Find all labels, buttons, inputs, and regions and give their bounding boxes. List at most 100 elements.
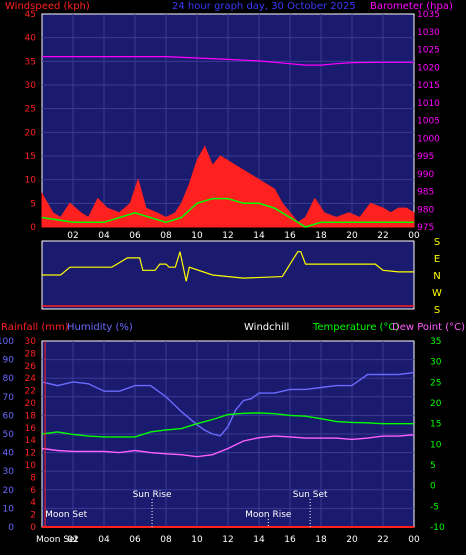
direction-label: E [434, 254, 440, 265]
temp-humidity-panel: 0102030405060708090100 02468101214161820… [0, 322, 465, 545]
humidity-y-tick-label: 40 [3, 449, 15, 459]
wind-x-tick-label: 02 [67, 231, 78, 241]
temp-x-tick-label: 18 [315, 535, 327, 545]
wind-direction-line [42, 251, 414, 282]
wind-x-tick-label: 14 [253, 231, 265, 241]
rainfall-y-tick-label: 0 [30, 523, 36, 533]
temp-x-tick-label: 06 [129, 535, 141, 545]
wind-x-tick-label: 18 [315, 231, 327, 241]
wind-y-tick-label: 10 [25, 176, 37, 186]
temperature-y-tick-label: 35 [430, 337, 441, 347]
humidity-y-tick-label: 0 [8, 523, 14, 533]
wind-x-tick-label: 00 [408, 231, 420, 241]
humidity-label: Humidity (%) [67, 322, 133, 333]
rainfall-y-tick-label: 8 [30, 473, 36, 483]
event-label: Moon Rise [245, 510, 292, 520]
wind-average-line [41, 197, 414, 228]
humidity-y-tick-label: 100 [0, 337, 14, 347]
wind-gust-area [41, 145, 415, 228]
wind-y-tick-label: 20 [25, 128, 37, 138]
temperature-label: Temperature (°C) [312, 322, 399, 333]
temp-x-ticks: 02 04 06 08 10 12 14 16 18 20 22 00 Moon Set [36, 535, 420, 545]
wind-y-tick-label: 5 [30, 199, 36, 209]
wind-y-ticks: 0 5 10 15 20 25 30 35 40 45 [25, 10, 37, 233]
temp-series [41, 371, 415, 528]
barometer-title: Barometer (hpa) [370, 1, 453, 12]
rainfall-y-tick-label: 2 [30, 511, 36, 521]
dewpoint-label: Dew Point (°C) [392, 322, 465, 333]
temperature-y-tick-label: 5 [430, 461, 436, 471]
humidity-y-tick-label: 20 [3, 486, 15, 496]
temperature-y-tick-label: -5 [430, 502, 439, 512]
temp-x-tick-label: 20 [346, 535, 358, 545]
direction-label: S [434, 237, 440, 248]
wind-y-tick-label: 40 [25, 34, 37, 44]
rainfall-y-tick-label: 22 [25, 387, 36, 397]
barometer-y-tick-label: 1015 [417, 81, 440, 91]
temp-x-tick-label: 04 [98, 535, 110, 545]
wind-x-tick-label: 10 [191, 231, 203, 241]
event-label: Moon Set [45, 510, 88, 520]
wind-y-tick-label: 15 [25, 152, 36, 162]
rainfall-y-tick-label: 28 [25, 349, 37, 359]
temp-grid [42, 341, 414, 527]
humidity-y-tick-label: 90 [3, 356, 15, 366]
moon-set-axis-label: Moon Set [36, 535, 79, 545]
rainfall-y-tick-label: 30 [25, 337, 37, 347]
barometer-y-tick-label: 1005 [417, 117, 440, 127]
rainfall-y-tick-label: 10 [25, 461, 37, 471]
humidity-y-tick-label: 30 [3, 467, 15, 477]
humidity-y-tick-label: 50 [3, 430, 15, 440]
rainfall-y-tick-label: 6 [30, 486, 36, 496]
wind-x-tick-label: 08 [160, 231, 172, 241]
rainfall-y-tick-label: 26 [25, 362, 37, 372]
wind-x-tick-label: 16 [284, 231, 296, 241]
event-label: Sun Rise [133, 490, 172, 500]
rainfall-label: Rainfall (mm) [1, 322, 69, 333]
wind-y-tick-label: 30 [25, 81, 37, 91]
wind-y-tick-label: 35 [25, 57, 36, 67]
barometer-y-tick-label: 1030 [417, 28, 440, 38]
rainfall-y-tick-label: 14 [25, 436, 37, 446]
wind-grid [42, 14, 414, 227]
temperature-y-tick-label: 30 [430, 358, 442, 368]
rainfall-y-tick-label: 16 [25, 424, 37, 434]
rainfall-y-tick-label: 12 [25, 449, 36, 459]
temperature-y-tick-label: 20 [430, 399, 442, 409]
wind-x-tick-label: 22 [377, 231, 388, 241]
humidity-y-ticks: 0 10 20 30 40 50 60 70 80 90 100 [0, 337, 14, 533]
humidity-line [41, 371, 415, 437]
wind-y-tick-label: 25 [25, 105, 36, 115]
wind-x-tick-label: 04 [98, 231, 110, 241]
dewpoint-line [41, 434, 415, 458]
rainfall-y-tick-label: 20 [25, 399, 37, 409]
direction-plot-area [41, 240, 415, 310]
temp-x-tick-label: 12 [222, 535, 233, 545]
direction-label: S [434, 305, 440, 316]
direction-series [42, 251, 414, 307]
windchill-label: Windchill [244, 322, 289, 333]
humidity-y-tick-label: 70 [3, 393, 15, 403]
temperature-y-tick-label: 25 [430, 378, 441, 388]
temp-x-tick-label: 22 [377, 535, 388, 545]
temperature-y-tick-label: 0 [430, 482, 436, 492]
barometer-y-tick-label: 1000 [417, 134, 440, 144]
wind-y-tick-label: 45 [25, 10, 36, 20]
wind-y-tick-label: 0 [30, 223, 36, 233]
temperature-y-ticks: -10 -5 0 5 10 15 20 25 30 35 [430, 337, 445, 533]
barometer-y-tick-label: 1025 [417, 46, 440, 56]
event-label: Sun Set [293, 490, 328, 500]
humidity-y-tick-label: 60 [3, 411, 15, 421]
rainfall-y-tick-label: 18 [25, 411, 37, 421]
barometer-y-tick-label: 985 [417, 188, 434, 198]
wind-series [41, 56, 415, 228]
temperature-line [41, 412, 414, 438]
barometer-y-ticks: 975 980 985 990 995 1000 1005 1010 1015 1020 1025 1… [417, 10, 440, 233]
barometer-y-tick-label: 1010 [417, 99, 440, 109]
wind-title: Windspeed (kph) [5, 1, 90, 12]
